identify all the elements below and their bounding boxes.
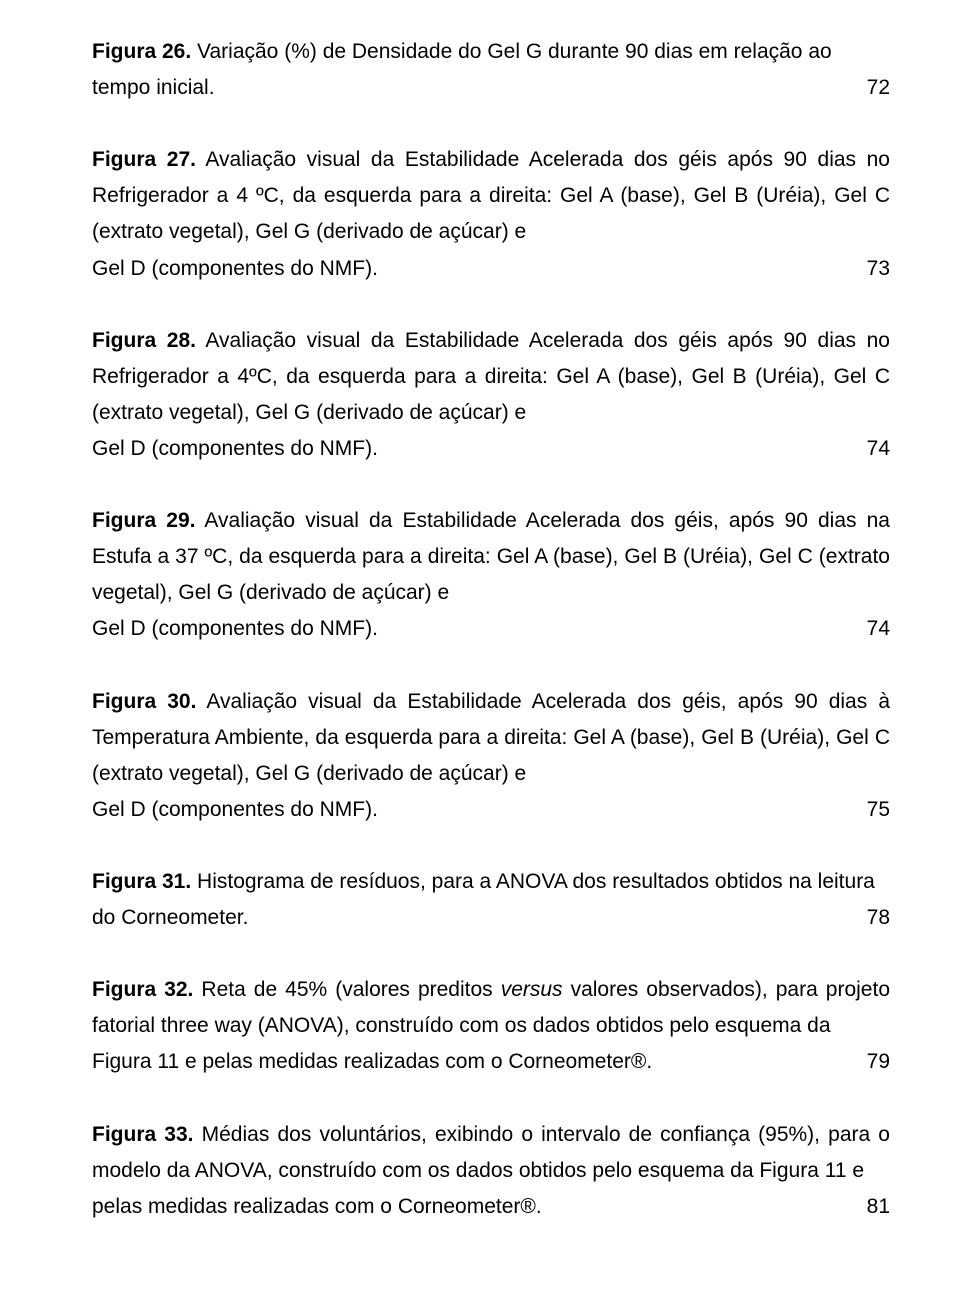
figure-page: 81 bbox=[847, 1189, 890, 1225]
figure-tail: Figura 11 e pelas medidas realizadas com… bbox=[92, 1044, 847, 1080]
figure-body: Avaliação visual da Estabilidade Acelera… bbox=[92, 148, 890, 243]
figure-body: Avaliação visual da Estabilidade Acelera… bbox=[92, 690, 890, 785]
figure-tail: Gel D (componentes do NMF). bbox=[92, 792, 847, 828]
figure-label: Figura 27. bbox=[92, 148, 196, 171]
figure-lastline: Gel D (componentes do NMF). 74 bbox=[92, 431, 890, 467]
figure-body: Histograma de resíduos, para a ANOVA dos… bbox=[191, 870, 875, 893]
figure-tail: do Corneometer. bbox=[92, 900, 847, 936]
figure-body: Variação (%) de Densidade do Gel G duran… bbox=[191, 40, 831, 63]
figure-label: Figura 29. bbox=[92, 509, 195, 532]
figure-entry: Figura 29. Avaliação visual da Estabilid… bbox=[92, 503, 890, 647]
figure-entry: Figura 33. Médias dos voluntários, exibi… bbox=[92, 1117, 890, 1225]
figure-lastline: tempo inicial. 72 bbox=[92, 70, 890, 106]
figure-body-italic: versus bbox=[501, 978, 563, 1001]
figure-lastline: Figura 11 e pelas medidas realizadas com… bbox=[92, 1044, 890, 1080]
figure-label: Figura 32. bbox=[92, 978, 193, 1001]
figure-body: Avaliação visual da Estabilidade Acelera… bbox=[92, 509, 890, 604]
figure-label: Figura 30. bbox=[92, 690, 196, 713]
figure-page: 74 bbox=[847, 611, 890, 647]
figure-entry: Figura 31. Histograma de resíduos, para … bbox=[92, 864, 890, 936]
figure-page: 78 bbox=[847, 900, 890, 936]
figure-entry: Figura 28. Avaliação visual da Estabilid… bbox=[92, 323, 890, 467]
figure-label: Figura 33. bbox=[92, 1123, 194, 1146]
figure-body: Avaliação visual da Estabilidade Acelera… bbox=[92, 329, 890, 424]
figure-page: 73 bbox=[847, 251, 890, 287]
figure-body: Médias dos voluntários, exibindo o inter… bbox=[92, 1123, 890, 1182]
figure-page: 72 bbox=[847, 70, 890, 106]
figure-page: 75 bbox=[847, 792, 890, 828]
figure-lastline: pelas medidas realizadas com o Corneomet… bbox=[92, 1189, 890, 1225]
figure-page: 74 bbox=[847, 431, 890, 467]
figure-label: Figura 26. bbox=[92, 40, 191, 63]
figure-page: 79 bbox=[847, 1044, 890, 1080]
figure-label: Figura 28. bbox=[92, 329, 196, 352]
figure-label: Figura 31. bbox=[92, 870, 191, 893]
figure-entry: Figura 30. Avaliação visual da Estabilid… bbox=[92, 684, 890, 828]
figure-tail: Gel D (componentes do NMF). bbox=[92, 251, 847, 287]
figure-lastline: Gel D (componentes do NMF). 74 bbox=[92, 611, 890, 647]
figure-entry: Figura 32. Reta de 45% (valores preditos… bbox=[92, 972, 890, 1080]
figure-entry: Figura 26. Variação (%) de Densidade do … bbox=[92, 34, 890, 106]
figure-lastline: Gel D (componentes do NMF). 73 bbox=[92, 251, 890, 287]
figure-entry: Figura 27. Avaliação visual da Estabilid… bbox=[92, 142, 890, 286]
figure-lastline: Gel D (componentes do NMF). 75 bbox=[92, 792, 890, 828]
figure-lastline: do Corneometer. 78 bbox=[92, 900, 890, 936]
figure-tail: Gel D (componentes do NMF). bbox=[92, 611, 847, 647]
figure-tail: Gel D (componentes do NMF). bbox=[92, 431, 847, 467]
figure-body-pre: Reta de 45% (valores preditos bbox=[193, 978, 500, 1001]
figure-tail: tempo inicial. bbox=[92, 70, 847, 106]
figure-tail: pelas medidas realizadas com o Corneomet… bbox=[92, 1189, 847, 1225]
